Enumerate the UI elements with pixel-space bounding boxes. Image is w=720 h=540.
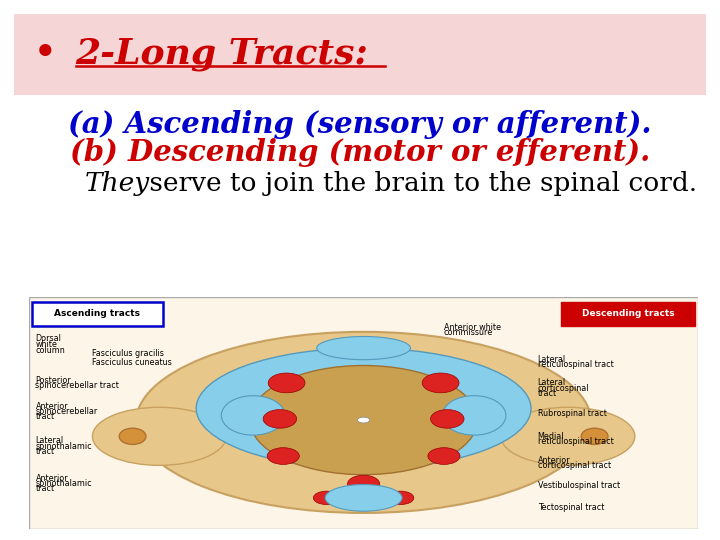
Ellipse shape bbox=[250, 366, 477, 475]
Ellipse shape bbox=[317, 336, 410, 360]
Ellipse shape bbox=[501, 407, 635, 465]
Ellipse shape bbox=[348, 475, 379, 492]
Text: They: They bbox=[85, 171, 150, 196]
Text: tract: tract bbox=[35, 412, 55, 421]
Ellipse shape bbox=[325, 484, 402, 511]
Text: reticulospinal tract: reticulospinal tract bbox=[538, 360, 613, 369]
Text: reticulospinal tract: reticulospinal tract bbox=[538, 437, 613, 446]
Text: Rubrospinal tract: Rubrospinal tract bbox=[538, 409, 606, 417]
Ellipse shape bbox=[431, 410, 464, 428]
Text: column: column bbox=[35, 346, 66, 355]
Ellipse shape bbox=[120, 428, 146, 444]
Text: Fasciculus cuneatus: Fasciculus cuneatus bbox=[92, 357, 172, 367]
Ellipse shape bbox=[422, 373, 459, 393]
Ellipse shape bbox=[442, 396, 506, 435]
Ellipse shape bbox=[221, 396, 285, 435]
Text: spinocerebellar: spinocerebellar bbox=[35, 407, 98, 416]
Text: •: • bbox=[32, 33, 57, 75]
Text: white: white bbox=[35, 340, 58, 349]
Text: tract: tract bbox=[35, 447, 55, 456]
FancyBboxPatch shape bbox=[561, 302, 695, 326]
Text: Anterior white: Anterior white bbox=[444, 323, 501, 332]
Text: Ascending tracts: Ascending tracts bbox=[54, 309, 140, 319]
Text: Posterior: Posterior bbox=[35, 376, 71, 385]
Text: tract: tract bbox=[35, 484, 55, 493]
Ellipse shape bbox=[267, 448, 300, 464]
Ellipse shape bbox=[92, 407, 226, 465]
Text: corticospinal tract: corticospinal tract bbox=[538, 461, 611, 470]
Ellipse shape bbox=[428, 448, 460, 464]
Text: spinocerebellar tract: spinocerebellar tract bbox=[35, 381, 120, 390]
Ellipse shape bbox=[581, 428, 608, 444]
Text: spinothalamic: spinothalamic bbox=[35, 479, 92, 488]
Text: spinothalamic: spinothalamic bbox=[35, 442, 92, 450]
Text: corticospinal: corticospinal bbox=[538, 383, 589, 393]
FancyBboxPatch shape bbox=[32, 302, 163, 326]
Text: 2-Long Tracts:: 2-Long Tracts: bbox=[76, 37, 369, 71]
FancyBboxPatch shape bbox=[14, 14, 706, 94]
Text: tract: tract bbox=[538, 389, 557, 397]
Ellipse shape bbox=[268, 373, 305, 393]
Text: (a) Ascending (sensory or afferent).: (a) Ascending (sensory or afferent). bbox=[68, 110, 652, 139]
Ellipse shape bbox=[136, 332, 591, 513]
Text: Tectospinal tract: Tectospinal tract bbox=[538, 503, 604, 511]
Text: Medial: Medial bbox=[538, 432, 564, 441]
Ellipse shape bbox=[197, 348, 531, 469]
Text: Lateral: Lateral bbox=[35, 436, 63, 446]
Text: Lateral: Lateral bbox=[538, 379, 566, 387]
Text: Anterior: Anterior bbox=[538, 456, 570, 465]
Text: Vestibulospinal tract: Vestibulospinal tract bbox=[538, 481, 620, 490]
Ellipse shape bbox=[358, 417, 369, 423]
Text: Dorsal: Dorsal bbox=[35, 334, 61, 343]
Text: Lateral: Lateral bbox=[538, 355, 566, 364]
Text: Fasciculus gracilis: Fasciculus gracilis bbox=[92, 349, 164, 359]
Text: Anterior: Anterior bbox=[35, 474, 68, 483]
Text: serve to join the brain to the spinal cord.: serve to join the brain to the spinal co… bbox=[141, 171, 697, 196]
Ellipse shape bbox=[264, 410, 297, 428]
Text: (b) Descending (motor or efferent).: (b) Descending (motor or efferent). bbox=[70, 138, 650, 167]
Ellipse shape bbox=[313, 491, 340, 504]
Text: commissure: commissure bbox=[444, 328, 493, 337]
Text: Descending tracts: Descending tracts bbox=[582, 309, 675, 319]
Text: Anterior: Anterior bbox=[35, 402, 68, 410]
FancyBboxPatch shape bbox=[29, 297, 698, 529]
Ellipse shape bbox=[387, 491, 414, 504]
